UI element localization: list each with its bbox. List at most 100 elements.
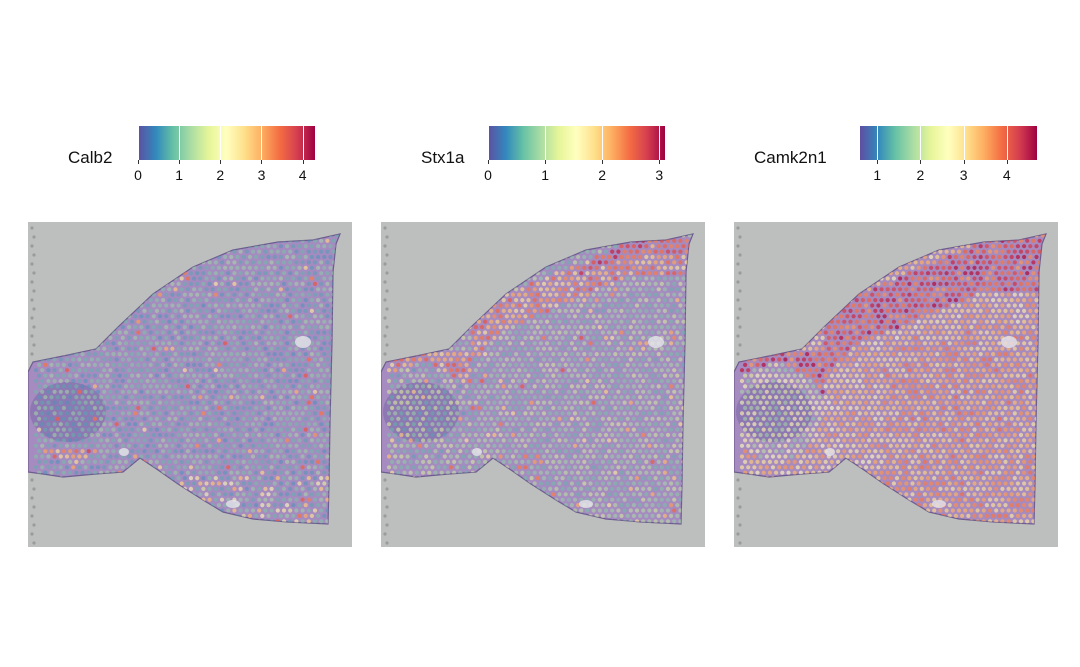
- expression-spot: [322, 319, 327, 324]
- expression-spot: [278, 362, 283, 367]
- expression-spot: [173, 330, 178, 335]
- expression-spot: [541, 281, 547, 286]
- expression-spot: [275, 357, 280, 362]
- expression-spot: [285, 319, 290, 324]
- expression-spot: [563, 341, 568, 346]
- expression-spot: [126, 411, 132, 416]
- expression-spot: [576, 384, 581, 389]
- expression-spot: [210, 298, 215, 303]
- expression-spot: [483, 330, 488, 335]
- expression-spot: [105, 427, 110, 432]
- expression-spot: [151, 325, 156, 330]
- expression-spot: [83, 400, 88, 405]
- expression-spot: [476, 330, 481, 335]
- expression-spot: [244, 497, 249, 502]
- expression-spot: [83, 432, 88, 438]
- expression-spot: [647, 303, 652, 308]
- expression-spot: [603, 357, 609, 362]
- expression-spot: [195, 465, 200, 470]
- expression-spot: [192, 341, 197, 346]
- expression-spot: [297, 254, 302, 260]
- expression-spot: [678, 325, 683, 330]
- expression-spot: [560, 303, 565, 308]
- expression-spot: [272, 265, 277, 270]
- expression-spot: [309, 459, 314, 464]
- expression-spot: [492, 346, 497, 351]
- expression-spot: [185, 416, 190, 421]
- expression-spot: [557, 416, 562, 421]
- expression-spot: [306, 378, 311, 384]
- expression-spot: [275, 303, 280, 308]
- expression-spot: [130, 341, 135, 346]
- expression-spot: [613, 254, 618, 260]
- expression-spot: [681, 298, 686, 303]
- expression-spot: [281, 400, 287, 405]
- expression-spot: [585, 422, 590, 427]
- expression-spot: [260, 352, 265, 357]
- expression-spot: [89, 378, 94, 384]
- fiducial-dot: [385, 523, 389, 527]
- expression-spot: [662, 308, 667, 313]
- expression-spot: [61, 362, 66, 367]
- expression-spot: [136, 308, 141, 313]
- expression-spot: [201, 303, 206, 308]
- expression-spot: [669, 373, 674, 378]
- expression-spot: [641, 389, 646, 394]
- expression-spot: [244, 454, 249, 459]
- expression-spot: [37, 438, 42, 443]
- expression-spot: [74, 416, 79, 421]
- expression-spot: [285, 492, 290, 497]
- expression-spot: [229, 492, 234, 497]
- expression-spot: [89, 400, 94, 405]
- expression-spot: [281, 249, 287, 254]
- expression-spot: [557, 384, 562, 389]
- expression-spot: [405, 400, 410, 405]
- expression-spot: [83, 389, 88, 394]
- expression-spot: [656, 298, 661, 303]
- expression-spot: [114, 368, 119, 373]
- expression-spot: [507, 384, 512, 389]
- expression-spot: [545, 341, 550, 346]
- expression-spot: [210, 308, 215, 313]
- expression-spot: [80, 384, 85, 389]
- expression-spot: [232, 389, 237, 394]
- expression-spot: [120, 411, 125, 416]
- expression-spot: [557, 276, 562, 281]
- expression-spot: [638, 319, 643, 324]
- expression-spot: [417, 411, 423, 416]
- expression-spot: [641, 249, 646, 254]
- expression-spot: [164, 346, 169, 351]
- expression-spot: [238, 249, 243, 254]
- expression-spot: [600, 373, 605, 378]
- expression-spot: [306, 325, 311, 330]
- expression-spot: [198, 341, 203, 346]
- expression-spot: [659, 271, 664, 276]
- expression-spot: [114, 400, 119, 405]
- expression-spot: [579, 389, 584, 394]
- expression-spot: [473, 368, 478, 373]
- expression-spot: [653, 400, 658, 405]
- fiducial-dot: [30, 514, 34, 518]
- expression-spot: [185, 427, 190, 432]
- expression-spot: [244, 346, 249, 351]
- expression-spot: [204, 470, 209, 475]
- colorbar-tick-label: 3: [257, 167, 266, 183]
- expression-spot: [545, 330, 550, 335]
- expression-spot: [244, 368, 249, 373]
- expression-spot: [247, 470, 252, 475]
- expression-spot: [257, 432, 262, 438]
- expression-spot: [192, 405, 197, 411]
- expression-spot: [470, 416, 475, 421]
- expression-spot: [328, 330, 333, 335]
- expression-spot: [597, 400, 602, 405]
- expression-spot: [219, 303, 225, 308]
- expression-spot: [579, 335, 584, 340]
- expression-spot: [297, 287, 302, 292]
- expression-spot: [257, 411, 262, 416]
- expression-spot: [607, 373, 612, 378]
- expression-spot: [662, 244, 667, 249]
- expression-spot: [325, 476, 330, 481]
- expression-spot: [433, 384, 438, 389]
- expression-spot: [77, 400, 82, 405]
- expression-spot: [266, 330, 271, 335]
